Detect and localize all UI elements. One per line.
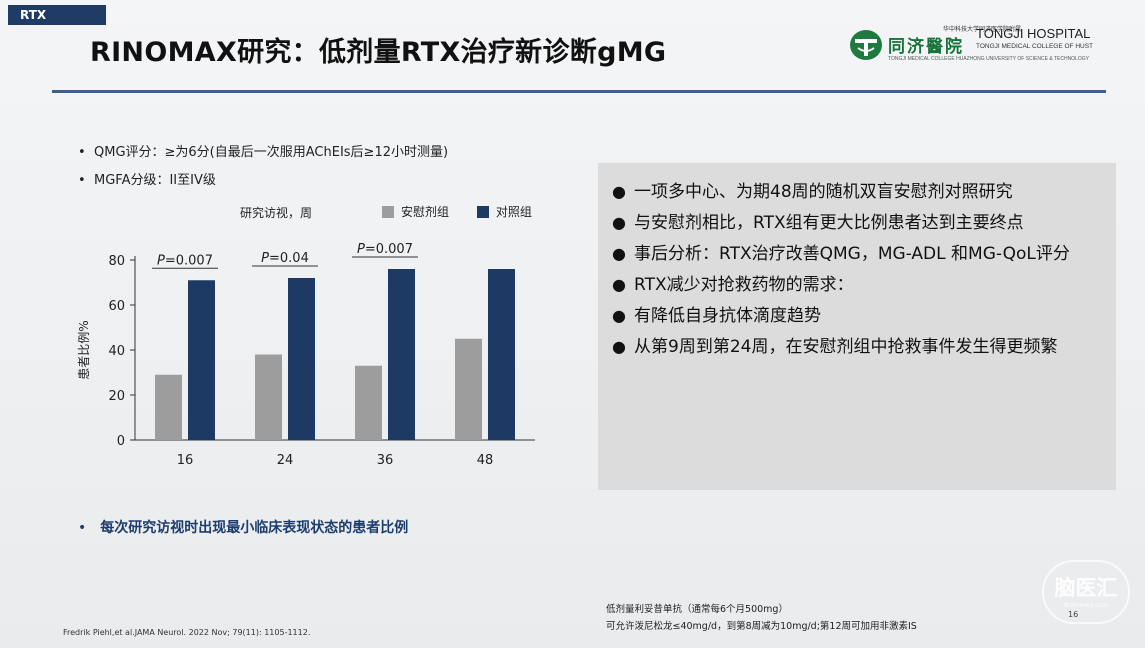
watermark-logo: 脑医汇 Brainmed.com: [1042, 560, 1130, 624]
title-divider: [52, 90, 1106, 93]
reference-citation: Fredrik Piehl,et al.JAMA Neurol. 2022 No…: [63, 628, 311, 637]
criteria-text: QMG评分：≥为6分(自最后一次服用AChEIs后≥12小时测量): [94, 145, 449, 160]
logo-en-sub: TONGJI MEDICAL COLLEGE OF HUST: [976, 43, 1094, 50]
criteria-list: • QMG评分：≥为6分(自最后一次服用AChEIs后≥12小时测量) • MGFA…: [78, 143, 448, 199]
x-tick-label: 36: [377, 453, 394, 468]
y-axis-label: 患者比例%: [77, 320, 91, 379]
slide-title: RINOMAX研究：低剂量RTX治疗新诊断gMG: [90, 37, 667, 68]
x-tick-label: 24: [277, 453, 294, 468]
criteria-item: • MGFA分级：II至IV级: [78, 171, 448, 199]
finding-item: ● 一项多中心、为期48周的随机双盲安慰剂对照研究: [610, 178, 1116, 206]
finding-text: 有降低自身抗体滴度趋势: [634, 306, 821, 326]
bar-control: [288, 278, 315, 440]
p-symbol: P: [261, 251, 269, 266]
watermark-url: Brainmed.com: [1064, 602, 1108, 609]
finding-text: 与安慰剂相比，RTX组有更大比例患者达到主要终点: [634, 213, 1024, 233]
criteria-text: MGFA分级：II至IV级: [94, 173, 216, 188]
finding-item: ● 从第9周到第24周，在安慰剂组中抢救事件发生得更频繁: [610, 333, 1116, 361]
finding-text: 一项多中心、为期48周的随机双盲安慰剂对照研究: [634, 182, 1013, 202]
bullet-dot: ●: [612, 275, 626, 294]
finding-text: RTX减少对抢救药物的需求：: [634, 275, 854, 295]
logo-cn-name: 同济醫院: [888, 37, 964, 57]
finding-item: ● 事后分析：RTX治疗改善QMG，MG-ADL 和MG-QoL评分: [610, 240, 1116, 268]
p-value-label: P=0.007: [357, 242, 413, 257]
p-symbol: P: [357, 242, 365, 257]
logo-small-cn: 华中科技大学同济医学院附属: [943, 26, 1022, 33]
dosing-note-line: 可允许泼尼松龙≤40mg/d，到第8周减为10mg/d;第12周可加用非激素IS: [606, 621, 917, 632]
chart-caption-text: 每次研究访视时出现最小临床表现状态的患者比例: [100, 520, 409, 536]
chart-caption: • 每次研究访视时出现最小临床表现状态的患者比例: [78, 517, 408, 537]
legend-item-control: 对照组: [476, 203, 532, 220]
findings-list: ● 一项多中心、为期48周的随机双盲安慰剂对照研究 ● 与安慰剂相比，RTX组有更大…: [598, 163, 1116, 361]
bar-placebo: [455, 338, 482, 440]
bar-control: [388, 269, 415, 440]
y-tick-label: 20: [108, 389, 125, 404]
bullet-dot: ●: [612, 337, 626, 356]
bullet-dot: ●: [612, 182, 626, 201]
legend-label: 安慰剂组: [401, 205, 450, 219]
finding-item: ● RTX减少对抢救药物的需求：: [610, 271, 1116, 299]
bullet-dot: ●: [612, 213, 626, 232]
y-tick-label: 0: [117, 434, 125, 449]
bullet-dot: ●: [612, 244, 626, 263]
finding-item: ● 有降低自身抗体滴度趋势: [610, 302, 1116, 330]
y-tick-label: 60: [108, 299, 125, 314]
p-symbol: P: [157, 253, 165, 268]
finding-text: 从第9周到第24周，在安慰剂组中抢救事件发生得更频繁: [634, 337, 1058, 357]
dosing-note-line: 低剂量利妥昔单抗（通常每6个月500mg）: [606, 604, 788, 615]
bar-placebo: [155, 374, 182, 440]
legend-label: 对照组: [495, 205, 532, 219]
criteria-item: • QMG评分：≥为6分(自最后一次服用AChEIs后≥12小时测量): [78, 143, 448, 171]
y-tick-label: 80: [108, 254, 125, 269]
bar-control: [488, 269, 515, 440]
section-tag: RTX: [8, 5, 106, 25]
bullet-dot: •: [78, 145, 86, 160]
logo-en-name: TONGJI HOSPITAL: [976, 26, 1091, 41]
p-value: =0.007: [365, 242, 413, 257]
x-tick-label: 16: [177, 453, 194, 468]
bar-control: [188, 280, 215, 440]
p-value: =0.04: [269, 251, 309, 266]
legend-heading: 研究访视，周: [240, 206, 313, 220]
bullet-dot: •: [78, 173, 86, 188]
finding-item: ● 与安慰剂相比，RTX组有更大比例患者达到主要终点: [610, 209, 1116, 237]
hospital-emblem-icon: [850, 30, 882, 60]
bar-placebo: [355, 365, 382, 440]
hospital-logo: 华中科技大学同济医学院附属 同济醫院 TONGJI HOSPITAL TONGJ…: [848, 22, 1113, 66]
p-value: =0.007: [165, 253, 213, 268]
logo-en-sub2: TONGJI MEDICAL COLLEGE HUAZHONG UNIVERSI…: [888, 56, 1089, 62]
legend-swatch-control: [476, 206, 489, 218]
dosing-note: 低剂量利妥昔单抗（通常每6个月500mg） 可允许泼尼松龙≤40mg/d，到第8…: [606, 601, 917, 635]
p-value-label: P=0.007: [157, 253, 213, 268]
bullet-dot: ●: [612, 306, 626, 325]
p-value-label: P=0.04: [261, 251, 309, 266]
bar-placebo: [255, 354, 282, 440]
y-tick-label: 40: [108, 344, 125, 359]
x-tick-label: 48: [477, 453, 494, 468]
legend-item-placebo: 安慰剂组: [382, 203, 449, 220]
findings-panel: ● 一项多中心、为期48周的随机双盲安慰剂对照研究 ● 与安慰剂相比，RTX组有更大…: [598, 163, 1116, 490]
bullet-dot: •: [78, 520, 87, 536]
legend-swatch-placebo: [382, 206, 394, 218]
chart-legend: 安慰剂组 对照组: [382, 203, 556, 220]
finding-text: 事后分析：RTX治疗改善QMG，MG-ADL 和MG-QoL评分: [634, 244, 1070, 264]
watermark-text: 脑医汇: [1054, 576, 1118, 600]
